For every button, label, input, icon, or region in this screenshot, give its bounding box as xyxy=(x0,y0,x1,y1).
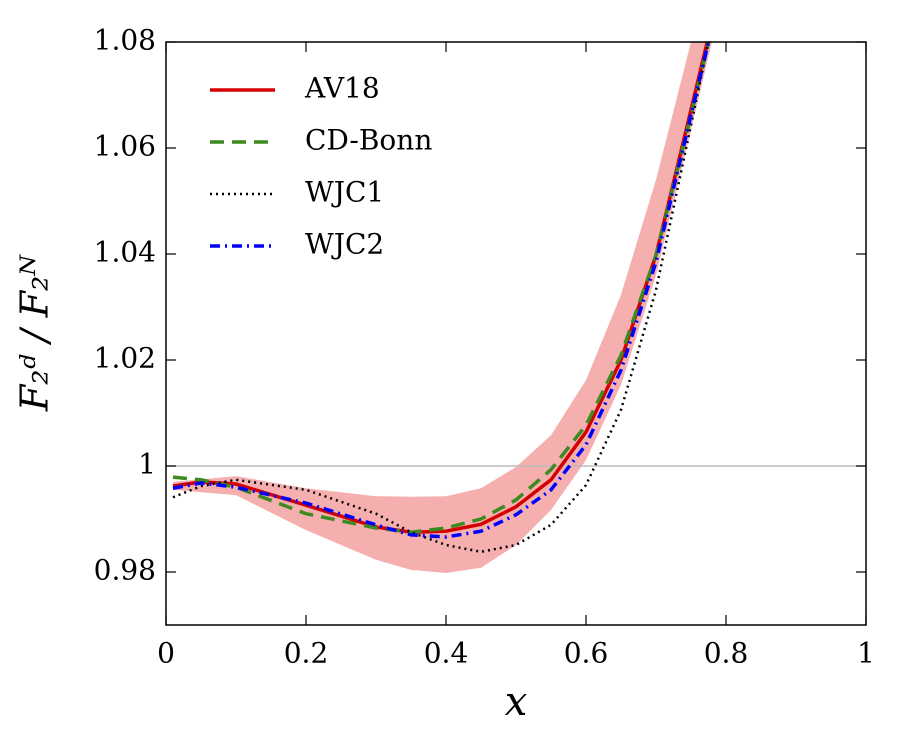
legend-label: WJC2 xyxy=(305,228,384,261)
plot-area xyxy=(166,42,866,574)
y-tick-label: 1.02 xyxy=(94,342,156,375)
y-tick-label: 0.98 xyxy=(94,554,156,587)
y-tick-label: 1.04 xyxy=(94,236,156,269)
x-tick-label: 0.6 xyxy=(564,637,609,670)
legend-label: WJC1 xyxy=(305,176,384,209)
x-tick-label: 0.4 xyxy=(424,637,469,670)
y-axis-label: F₂ᵈ / F₂ᴺ xyxy=(13,254,57,412)
x-axis-label: x xyxy=(505,679,528,725)
uncertainty-band xyxy=(173,42,712,574)
x-tick-label: 0.2 xyxy=(284,637,329,670)
y-tick-label: 1 xyxy=(138,448,156,481)
plot-frame xyxy=(165,41,867,626)
legend-label: CD-Bonn xyxy=(305,124,432,157)
series-line xyxy=(172,42,711,539)
series-line xyxy=(172,42,710,554)
x-tick-label: 1 xyxy=(857,637,875,670)
series-line xyxy=(172,42,711,535)
x-tick-label: 0 xyxy=(157,637,175,670)
x-tick-label: 0.8 xyxy=(704,637,749,670)
legend-label: AV18 xyxy=(304,72,380,105)
y-tick-label: 1.08 xyxy=(94,24,156,57)
y-tick-label: 1.06 xyxy=(94,130,156,163)
